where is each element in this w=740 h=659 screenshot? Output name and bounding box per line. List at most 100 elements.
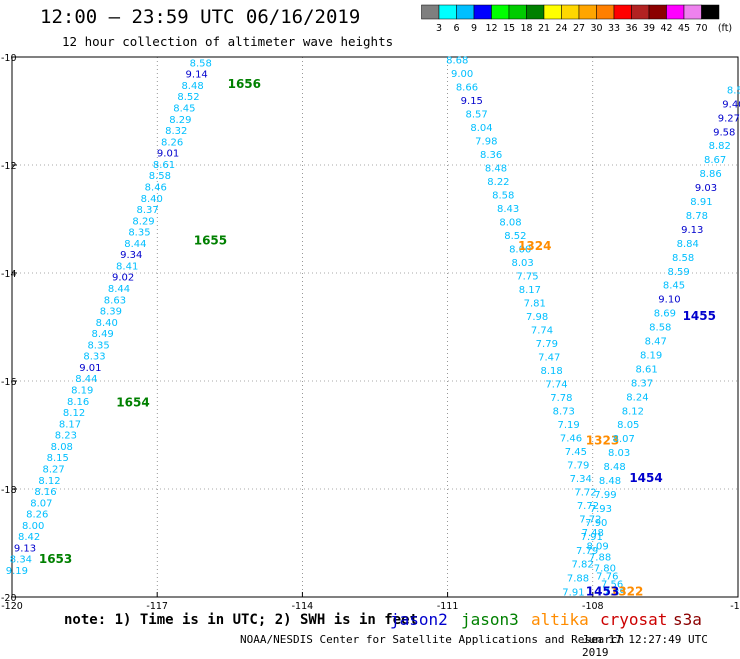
wave-height-value: 8.33 <box>83 352 105 363</box>
pass-number-label: 1655 <box>194 234 227 248</box>
wave-height-value: 8.26 <box>26 510 48 521</box>
colorbar-unit-label: (ft) <box>718 23 732 34</box>
wave-height-value: 8.66 <box>456 83 478 94</box>
wave-height-value: 9.13 <box>14 543 36 554</box>
pass-number-label: 1654 <box>116 396 149 410</box>
colorbar-level-label: 30 <box>590 23 602 34</box>
wave-height-value: 8.58 <box>190 58 212 69</box>
wave-height-plot: -120 -117 -114 -111 -108 -10 -10 -12 -14 -16 -18 -2… <box>1 53 740 612</box>
colorbar-level-label: 42 <box>660 23 672 34</box>
wave-height-value: 7.72 <box>574 488 596 499</box>
wave-height-value: 8.58 <box>672 253 694 264</box>
wave-height-value: 8.63 <box>104 295 126 306</box>
wave-height-value: 7.79 <box>536 339 558 350</box>
wave-height-value: 8.52 <box>177 92 199 103</box>
y-tick-label: -14 <box>1 269 17 280</box>
wave-height-value: 8.37 <box>631 378 653 389</box>
wave-height-value: 7.89 <box>603 588 625 599</box>
wave-height-value: 7.75 <box>516 272 538 283</box>
wave-height-value: 8.47 <box>645 337 667 348</box>
wave-height-value: 9.14 <box>186 70 208 81</box>
wave-height-value: 8.19 <box>640 350 662 361</box>
wave-height-value: 8.46 <box>145 182 167 193</box>
wave-height-value: 7.72 <box>579 515 601 526</box>
y-tick-label: -10 <box>1 53 17 64</box>
colorbar-swatch <box>701 4 720 20</box>
wave-height-value: 8.05 <box>617 420 639 431</box>
wave-height-value: 8.15 <box>47 453 69 464</box>
wave-height-value: 8.24 <box>626 392 648 403</box>
wave-height-value: 8.36 <box>480 150 502 161</box>
wave-height-value: 8.35 <box>128 228 150 239</box>
footer: note: 1) Time is in UTC; 2) SWH is in fe… <box>0 608 740 659</box>
wave-height-value: 8.58 <box>649 323 671 334</box>
colorbar-level-label: 24 <box>555 23 567 34</box>
wave-height-value: 8.42 <box>18 532 40 543</box>
pass-number-label: 1454 <box>629 471 662 485</box>
pass-number-label: 1453 <box>586 585 619 599</box>
wave-height-value: 8.48 <box>599 476 621 487</box>
legend-altika: altika <box>531 610 589 629</box>
chart-subtitle: 12 hour collection of altimeter wave hei… <box>62 34 394 49</box>
wave-height-value: 8.40 <box>141 194 163 205</box>
wave-height-value: 8.40 <box>96 318 118 329</box>
wave-height-value: 9.19 <box>6 566 28 577</box>
wave-height-value: 7.19 <box>557 420 579 431</box>
wave-height-value: 8.09 <box>587 542 609 553</box>
x-tick-label: -114 <box>292 601 314 612</box>
wave-height-value: 8.08 <box>51 442 73 453</box>
colorbar-level-label: 18 <box>520 23 532 34</box>
legend-jason3: jason3 <box>461 610 519 629</box>
wave-height-value: 8.78 <box>686 211 708 222</box>
wave-height-value: 7.46 <box>560 434 582 445</box>
wave-height-value: 8.17 <box>59 419 81 430</box>
colorbar-level-label: 9 <box>471 23 477 34</box>
legend-s3a: s3a <box>673 610 702 629</box>
wave-height-value: 7.45 <box>565 447 587 458</box>
wave-height-value: 8.58 <box>149 171 171 182</box>
wave-height-value: 7.90 <box>585 518 607 529</box>
wave-height-value: 7.99 <box>594 490 616 501</box>
x-tick-label: -111 <box>437 601 459 612</box>
colorbar-level-label: 3 <box>436 23 442 34</box>
legend-cryosat: cryosat <box>600 610 668 629</box>
wave-height-value: 8.45 <box>663 281 685 292</box>
colorbar-level-label: 70 <box>695 23 707 34</box>
x-tick-label: -120 <box>1 601 23 612</box>
wave-height-value: 9.01 <box>79 363 101 374</box>
wave-height-value: 7.81 <box>524 299 546 310</box>
wave-height-value: 8.67 <box>704 155 726 166</box>
pass-number-label: 1322 <box>610 585 643 599</box>
colorbar-level-label: 36 <box>625 23 637 34</box>
wave-height-value: 7.91 <box>581 532 603 543</box>
wave-height-value: 8.00 <box>22 521 44 532</box>
wave-height-value: 8.12 <box>38 476 60 487</box>
wave-height-value: 8.08 <box>499 218 521 229</box>
wave-height-value: 8.35 <box>87 340 109 351</box>
x-tick-label: -108 <box>582 601 604 612</box>
wave-height-value: 8.39 <box>100 307 122 318</box>
wave-height-value: 8.07 <box>30 498 52 509</box>
wave-height-value: 8.29 <box>132 216 154 227</box>
wave-height-value: 8.34 <box>10 555 32 566</box>
wave-height-value: 8.03 <box>511 258 533 269</box>
wave-height-value: 8.58 <box>727 85 740 96</box>
y-tick-label: -16 <box>1 377 17 388</box>
color-scale-bar: 3 6 9 12 15 18 21 24 27 30 33 36 39 42 45 70 (ft) <box>421 4 732 34</box>
wave-height-value: 8.00 <box>509 245 531 256</box>
wave-height-value: 8.58 <box>492 191 514 202</box>
wave-height-value: 7.76 <box>596 571 618 582</box>
wave-height-value: 8.68 <box>446 56 468 67</box>
x-tick-label: -117 <box>146 601 168 612</box>
wave-height-value: 8.16 <box>34 487 56 498</box>
wave-height-value: 8.12 <box>622 406 644 417</box>
wave-height-value: 8.48 <box>603 462 625 473</box>
wave-height-value: 8.61 <box>635 364 657 375</box>
wave-height-value: 8.73 <box>553 407 575 418</box>
wave-height-value: 7.79 <box>567 461 589 472</box>
wave-height-value: 9.15 <box>461 96 483 107</box>
wave-height-value: 8.91 <box>690 197 712 208</box>
wave-height-value: 9.34 <box>120 250 142 261</box>
wave-height-value: 8.41 <box>116 261 138 272</box>
wave-height-value: 8.44 <box>75 374 97 385</box>
